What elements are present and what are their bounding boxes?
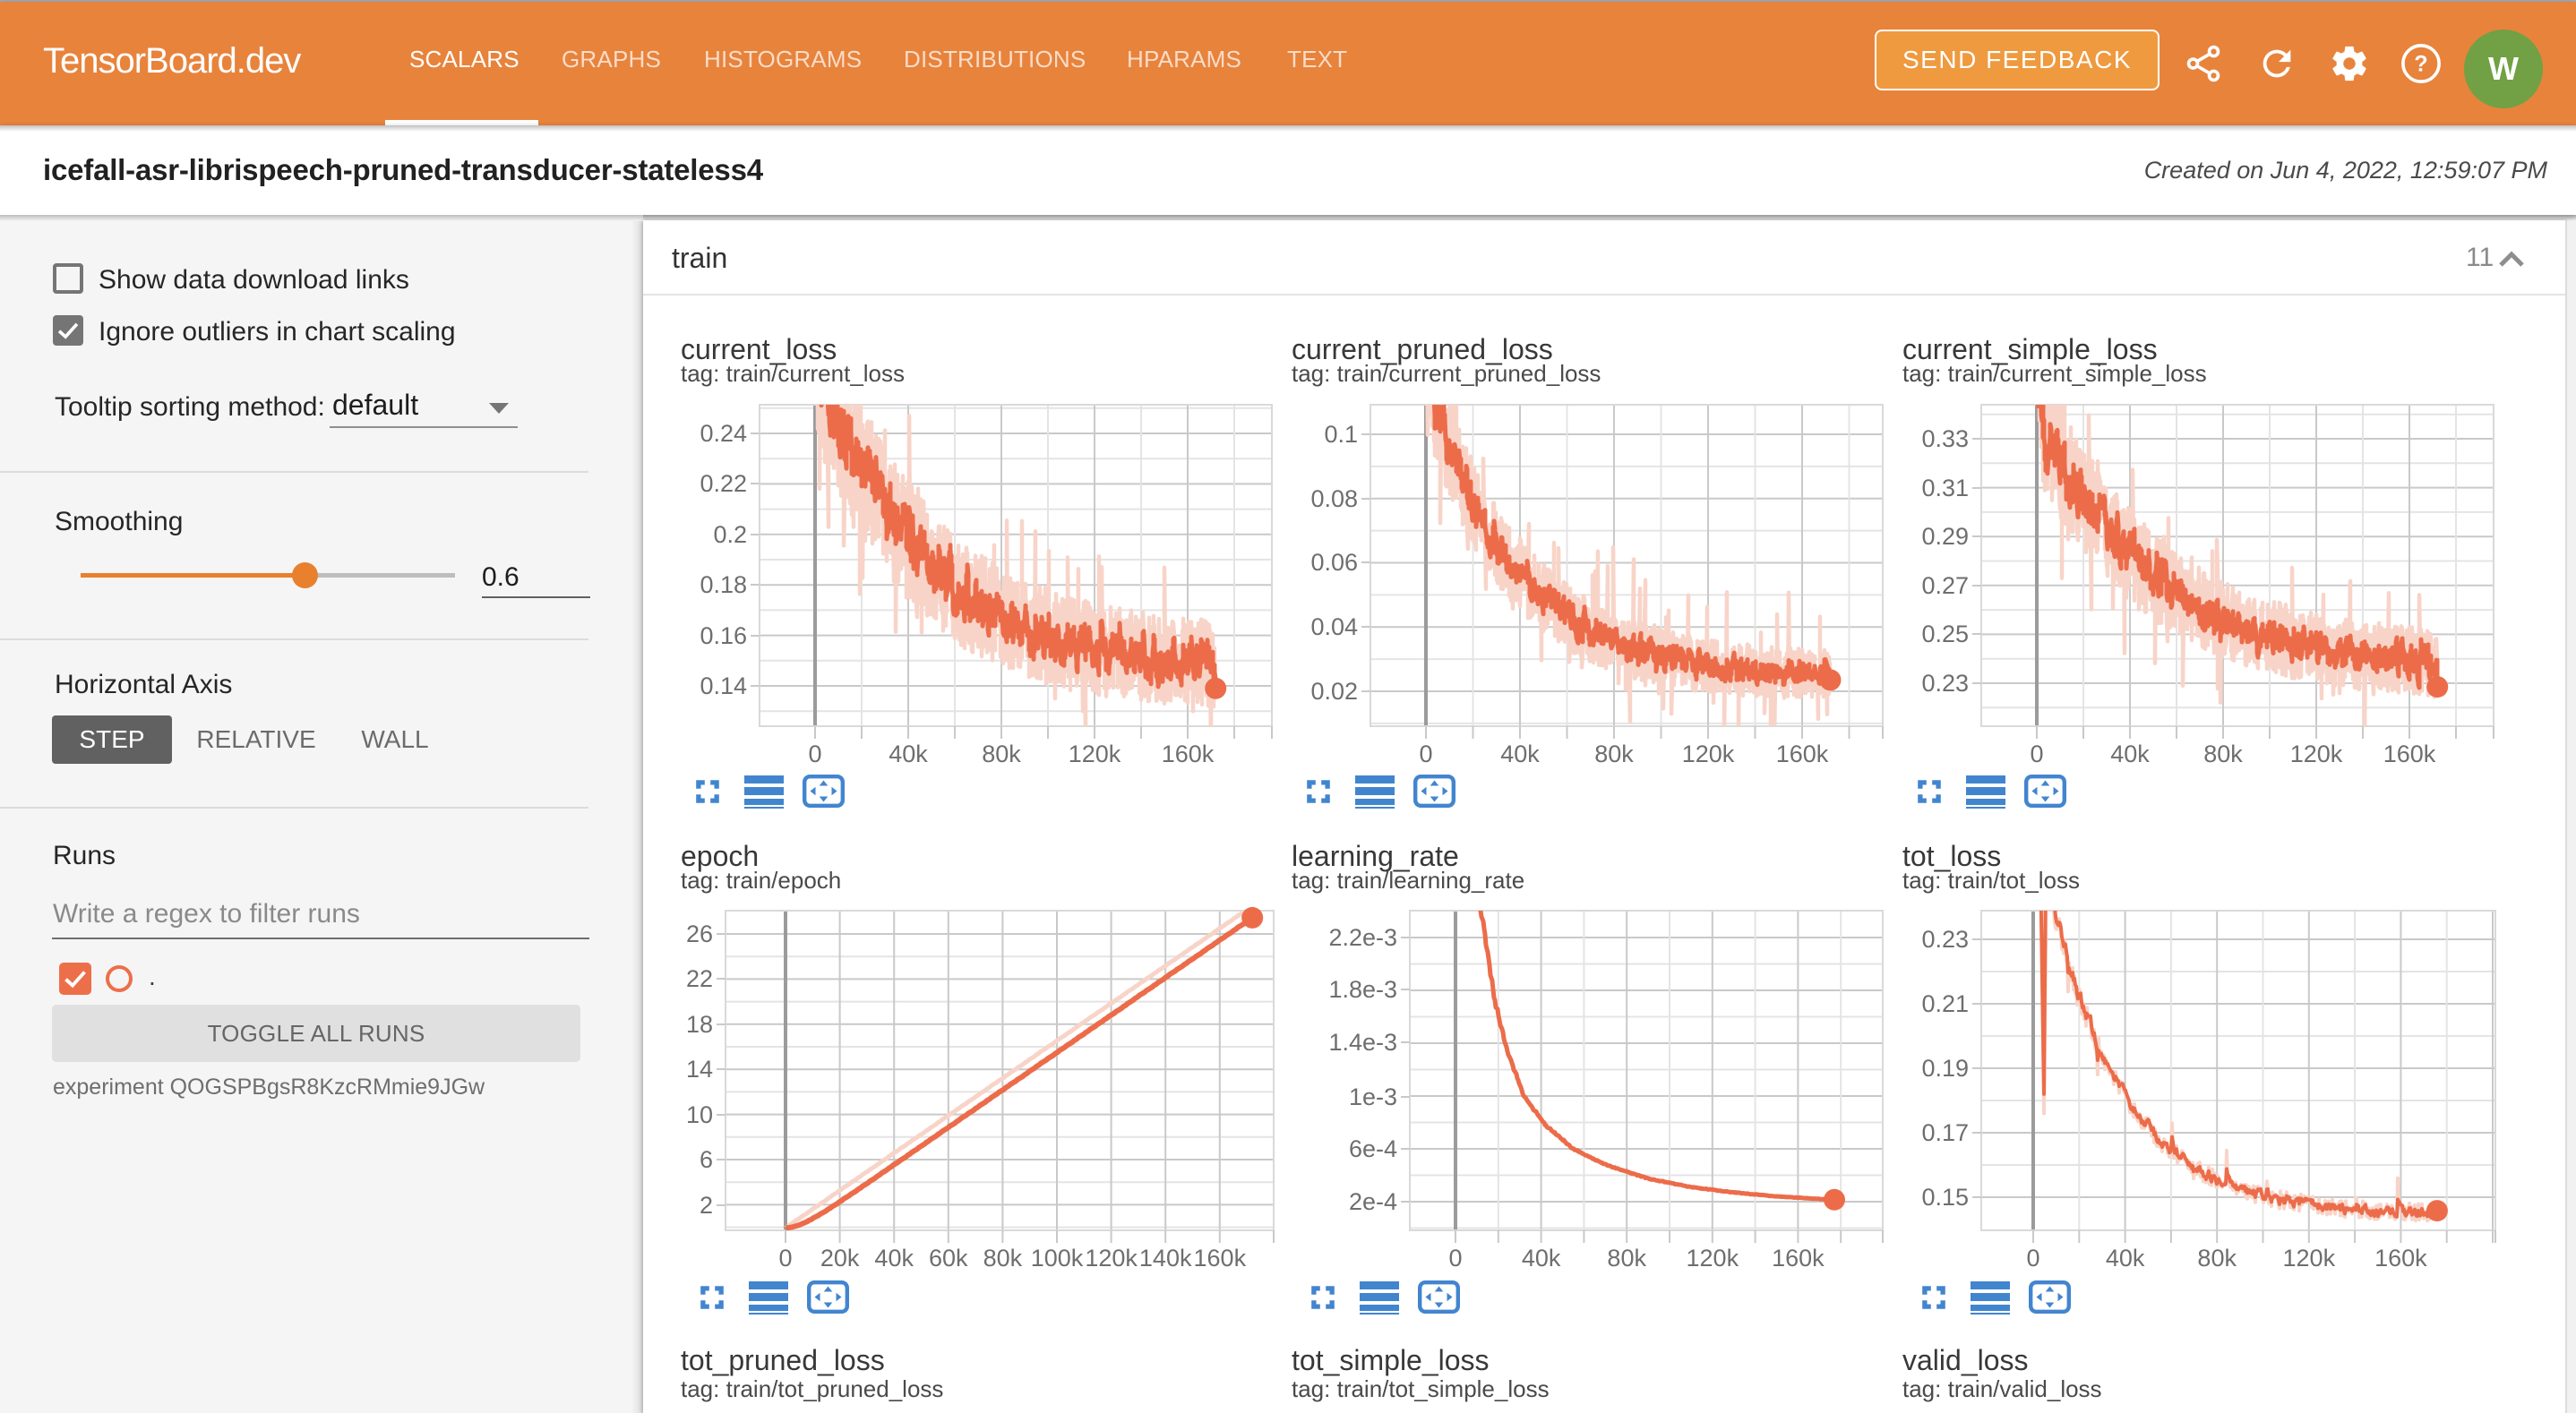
svg-text:0.27: 0.27 [1921, 572, 1969, 599]
svg-text:40k: 40k [874, 1245, 914, 1272]
svg-text:40k: 40k [2110, 741, 2150, 767]
svg-text:120k: 120k [2290, 741, 2343, 767]
svg-text:0.14: 0.14 [700, 672, 747, 699]
svg-text:40k: 40k [1522, 1245, 1561, 1272]
svg-text:0.24: 0.24 [700, 420, 747, 447]
svg-text:60k: 60k [929, 1245, 968, 1272]
svg-text:2: 2 [700, 1192, 713, 1219]
svg-text:0.15: 0.15 [1921, 1184, 1969, 1211]
svg-text:120k: 120k [1069, 741, 1121, 767]
svg-text:1.4e-3: 1.4e-3 [1328, 1029, 1397, 1056]
svg-text:40k: 40k [2106, 1245, 2145, 1272]
svg-text:0.22: 0.22 [700, 470, 747, 497]
svg-text:0.25: 0.25 [1921, 621, 1969, 647]
svg-text:0.16: 0.16 [700, 622, 747, 649]
svg-text:0: 0 [2026, 1245, 2039, 1272]
svg-text:0: 0 [1448, 1245, 1462, 1272]
svg-text:40k: 40k [889, 741, 928, 767]
svg-text:0.02: 0.02 [1310, 678, 1358, 705]
svg-text:?: ? [2414, 51, 2427, 76]
svg-text:160k: 160k [2383, 741, 2436, 767]
svg-text:0: 0 [808, 741, 821, 767]
svg-text:0.19: 0.19 [1921, 1055, 1969, 1082]
svg-text:10: 10 [686, 1101, 713, 1128]
svg-text:2e-4: 2e-4 [1349, 1188, 1397, 1215]
svg-text:120k: 120k [1687, 1245, 1739, 1272]
svg-text:0.04: 0.04 [1310, 613, 1358, 640]
svg-text:6e-4: 6e-4 [1349, 1135, 1397, 1162]
svg-text:2.2e-3: 2.2e-3 [1328, 924, 1397, 951]
svg-text:80k: 80k [982, 741, 1021, 767]
svg-text:0: 0 [778, 1245, 792, 1272]
svg-text:80k: 80k [983, 1245, 1023, 1272]
svg-text:0.17: 0.17 [1921, 1119, 1969, 1146]
svg-text:20k: 20k [820, 1245, 860, 1272]
svg-text:160k: 160k [2374, 1245, 2427, 1272]
svg-text:120k: 120k [2283, 1245, 2336, 1272]
svg-text:40k: 40k [1500, 741, 1540, 767]
svg-text:22: 22 [686, 965, 713, 992]
svg-text:0.2: 0.2 [713, 521, 747, 548]
svg-text:160k: 160k [1162, 741, 1215, 767]
svg-text:160k: 160k [1776, 741, 1829, 767]
svg-text:100k: 100k [1031, 1245, 1084, 1272]
svg-text:80k: 80k [2197, 1245, 2237, 1272]
svg-text:120k: 120k [1682, 741, 1735, 767]
svg-text:120k: 120k [1085, 1245, 1138, 1272]
svg-text:18: 18 [686, 1011, 713, 1038]
svg-text:0.21: 0.21 [1921, 990, 1969, 1017]
svg-text:0: 0 [2030, 741, 2043, 767]
svg-text:0.23: 0.23 [1921, 670, 1969, 697]
svg-text:14: 14 [686, 1056, 713, 1083]
svg-text:1e-3: 1e-3 [1349, 1083, 1397, 1110]
svg-text:0: 0 [1419, 741, 1432, 767]
svg-text:0.1: 0.1 [1324, 421, 1358, 448]
svg-text:1.8e-3: 1.8e-3 [1328, 976, 1397, 1003]
svg-text:80k: 80k [1594, 741, 1634, 767]
svg-text:0.06: 0.06 [1310, 549, 1358, 576]
svg-text:0.31: 0.31 [1921, 475, 1969, 501]
svg-text:26: 26 [686, 921, 713, 947]
svg-text:80k: 80k [2203, 741, 2243, 767]
svg-text:0.18: 0.18 [700, 571, 747, 598]
svg-text:0.29: 0.29 [1921, 523, 1969, 550]
svg-text:160k: 160k [1194, 1245, 1247, 1272]
svg-text:0.33: 0.33 [1921, 425, 1969, 452]
svg-text:0.08: 0.08 [1310, 485, 1358, 512]
svg-text:6: 6 [700, 1146, 713, 1173]
svg-text:80k: 80k [1607, 1245, 1646, 1272]
svg-text:0.23: 0.23 [1921, 926, 1969, 953]
svg-text:160k: 160k [1772, 1245, 1825, 1272]
svg-text:140k: 140k [1139, 1245, 1192, 1272]
